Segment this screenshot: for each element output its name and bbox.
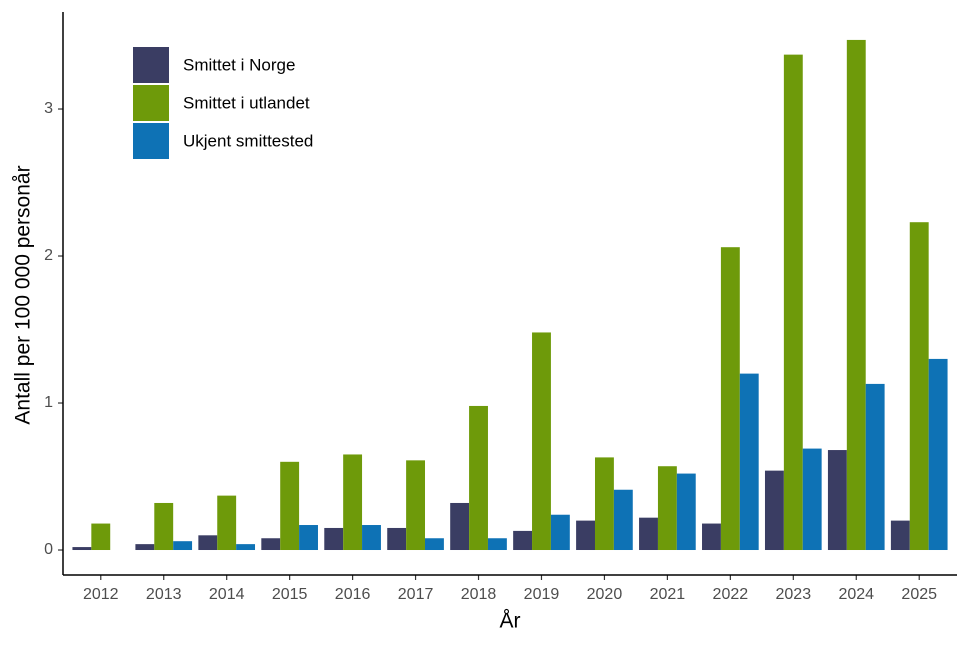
bar [576,520,595,551]
bar [425,538,444,551]
bar [362,525,381,551]
legend-key [133,123,169,159]
x-tick-label: 2022 [713,586,749,603]
x-tick-label: 2012 [83,586,119,603]
bar [469,405,488,551]
bar [532,332,551,551]
bar [450,502,470,551]
bar [387,527,407,551]
bar [550,514,570,551]
bar [783,54,803,551]
bar [280,461,300,551]
x-tick-label: 2025 [901,586,937,603]
bar [865,383,885,551]
x-tick-label: 2018 [461,586,497,603]
bar [261,538,281,551]
bar [198,535,218,551]
y-tick-label: 0 [44,541,53,558]
legend-label: Ukjent smittested [183,131,313,150]
y-tick-label: 3 [44,100,53,117]
bar [173,541,193,551]
x-tick-label: 2021 [650,586,686,603]
bar [657,466,677,551]
bar [928,358,948,551]
bar [802,448,822,551]
bar [890,520,910,551]
x-tick-label: 2024 [838,586,874,603]
x-tick-label: 2020 [587,586,623,603]
x-tick-label: 2016 [335,586,371,603]
bar [217,495,237,551]
legend-key [133,85,169,121]
bar [487,538,507,551]
x-tick-label: 2023 [776,586,812,603]
y-tick-label: 2 [44,247,53,264]
bar [299,525,318,551]
bar [827,450,847,551]
legend-label: Smittet i Norge [183,55,295,74]
bar [613,489,633,551]
bar [676,473,696,551]
legend-label: Smittet i utlandet [183,93,310,112]
bar [513,530,533,551]
bar [639,517,658,551]
legend-key [133,47,169,83]
bar [909,222,929,551]
bar [91,523,111,551]
x-tick-label: 2015 [272,586,308,603]
bar [739,373,759,551]
x-tick-label: 2014 [209,586,245,603]
bar [594,457,614,551]
bar [154,502,174,551]
y-tick-label: 1 [44,394,53,411]
bar [846,39,866,551]
bar [343,454,363,551]
bar [764,470,784,551]
x-tick-label: 2019 [524,586,560,603]
bar [720,247,740,551]
bar [236,544,256,551]
x-tick-label: 2017 [398,586,434,603]
bar [406,460,426,551]
y-axis-title: Antall per 100 000 personår [12,165,35,424]
bar [135,544,155,551]
bar [702,523,721,551]
bar [324,527,344,551]
x-axis-title: År [500,610,521,633]
x-tick-label: 2013 [146,586,182,603]
bar [72,547,92,551]
